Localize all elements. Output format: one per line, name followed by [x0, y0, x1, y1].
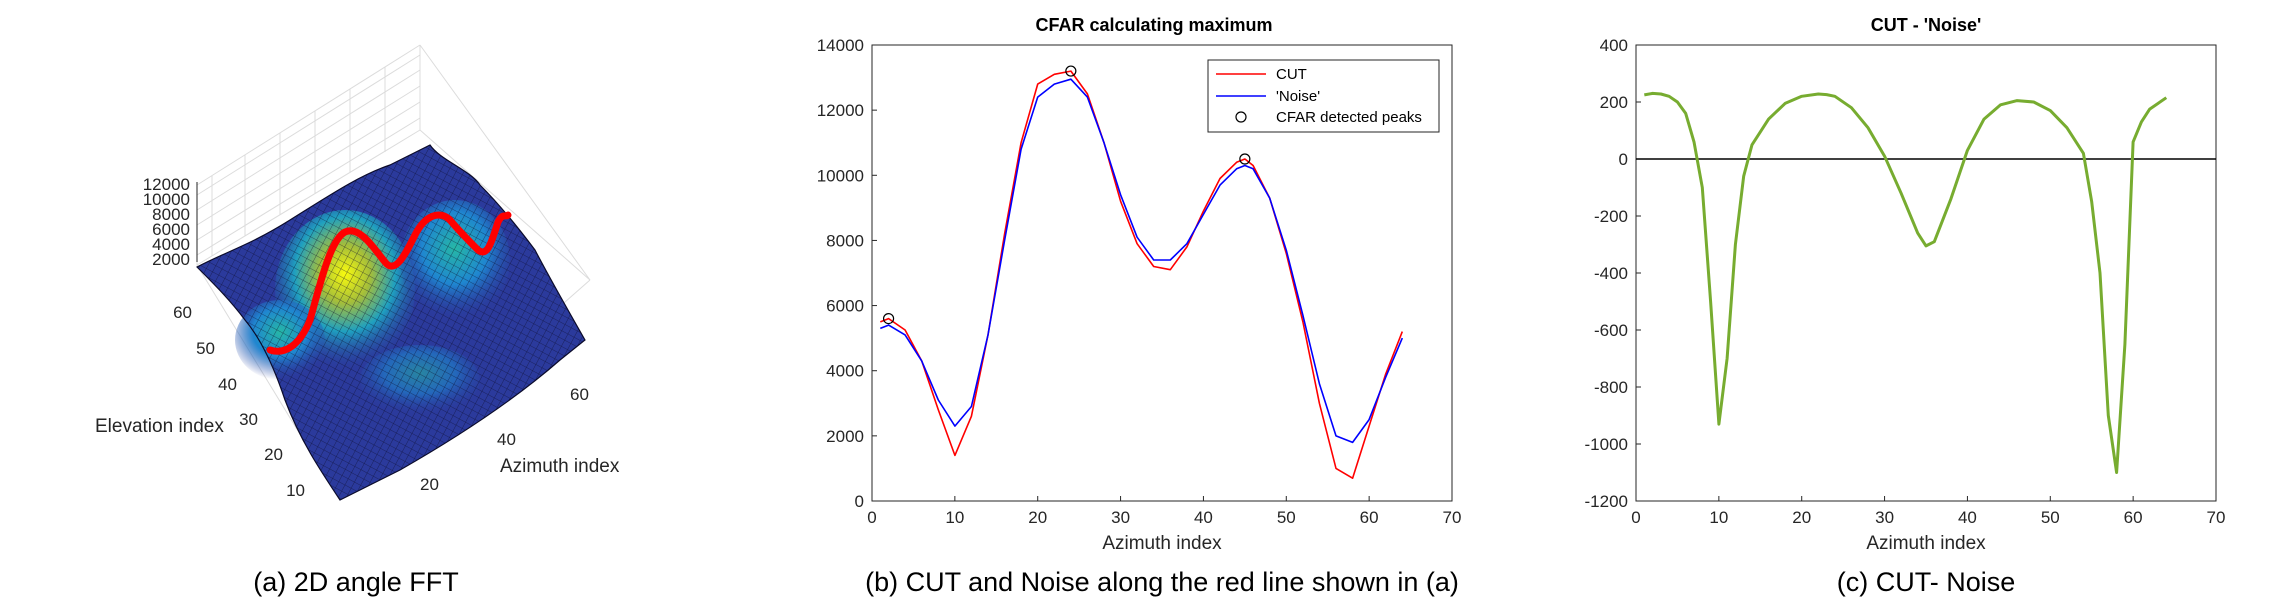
elev-tick-40: 40 — [218, 375, 237, 394]
elevation-axis: 60 50 40 30 20 10 Elevation index — [95, 303, 305, 500]
chart-c-xtick-label: 40 — [1958, 508, 1977, 527]
legend-noise-label: 'Noise' — [1276, 88, 1320, 105]
chart-b-axes: 0 10 20 30 40 50 60 70 0 2000 4000 6000 8000 10000 120… — [817, 36, 1462, 527]
chart-b-ytick-label: 2000 — [826, 427, 864, 446]
chart-c-xtick-label: 60 — [2124, 508, 2143, 527]
legend-cut-label: CUT — [1276, 66, 1307, 83]
chart-c-xtick-label: 30 — [1875, 508, 1894, 527]
chart-c-ytick-label: 200 — [1600, 93, 1628, 112]
surface-red-line — [266, 211, 512, 355]
chart-c-ytick-label: -1000 — [1585, 435, 1628, 454]
z-tick-2000: 2000 — [152, 250, 190, 269]
chart-c-ytick-label: 0 — [1619, 150, 1628, 169]
chart-b-xtick-label: 60 — [1360, 508, 1379, 527]
chart-b-xtick-label: 0 — [867, 508, 876, 527]
chart-b-peaks — [882, 65, 1251, 325]
chart-c-axes: 0 10 20 30 40 50 60 70 -1200 -1000 -800 -600 -400 -20… — [1585, 36, 2226, 527]
chart-b-xtick-label: 20 — [1028, 508, 1047, 527]
peak-marker — [1065, 65, 1077, 77]
legend-peak-marker — [1235, 111, 1247, 123]
chart-c-xlabel: Azimuth index — [1866, 533, 1986, 554]
azimuth-axis-3d: 20 40 60 Azimuth index — [420, 385, 620, 494]
caption-b: (b) CUT and Noise along the red line sho… — [865, 567, 1459, 597]
z-tick-10000: 10000 — [143, 190, 190, 209]
chart-b-ytick-label: 6000 — [826, 297, 864, 316]
chart-b-series — [880, 70, 1404, 480]
series-difference-line — [1644, 91, 2168, 474]
chart-c-title: CUT - 'Noise' — [1871, 15, 1982, 35]
chart-b-ytick-label: 0 — [855, 492, 864, 511]
chart-c-ytick-label: 400 — [1600, 36, 1628, 55]
chart-c-ytick-label: -800 — [1594, 378, 1628, 397]
chart-b-legend: CUT 'Noise' CFAR detected peaks — [1207, 59, 1440, 133]
peak-marker — [882, 313, 895, 325]
chart-c-series — [1636, 91, 2216, 474]
chart-b-xtick-label: 30 — [1111, 508, 1130, 527]
chart-b-ytick-label: 4000 — [826, 362, 864, 381]
chart-c-xtick-label: 50 — [2041, 508, 2060, 527]
chart-b-ytick-label: 10000 — [817, 166, 864, 185]
chart-b-xtick-label: 10 — [945, 508, 964, 527]
chart-c-ytick-label: -200 — [1594, 207, 1628, 226]
chart-c-xtick-label: 10 — [1709, 508, 1728, 527]
series-cut-line — [880, 70, 1404, 480]
z-tick-6000: 6000 — [152, 220, 190, 239]
elevation-axis-label: Elevation index — [95, 416, 224, 437]
chart-c-xtick-label: 70 — [2207, 508, 2226, 527]
elev-tick-60: 60 — [173, 303, 192, 322]
caption-a: (a) 2D angle FFT — [253, 567, 459, 597]
elev-tick-50: 50 — [196, 339, 215, 358]
chart-b-xtick-label: 50 — [1277, 508, 1296, 527]
surface-mesh-lines — [197, 145, 585, 500]
chart-c-ytick-label: -400 — [1594, 264, 1628, 283]
chart-b-ytick-label: 14000 — [817, 36, 864, 55]
chart-c-xtick-label: 0 — [1631, 508, 1640, 527]
elev-tick-10: 10 — [286, 481, 305, 500]
chart-c-ytick-label: -600 — [1594, 321, 1628, 340]
surface-mesh — [195, 144, 586, 501]
z-tick-12000: 12000 — [143, 175, 190, 194]
series-noise-line — [880, 78, 1404, 444]
caption-c: (c) CUT- Noise — [1837, 567, 2016, 597]
chart-c-ytick-label: -1200 — [1585, 492, 1628, 511]
elev-tick-20: 20 — [264, 445, 283, 464]
chart-b-ytick-label: 8000 — [826, 231, 864, 250]
panel-b-line-chart: CFAR calculating maximum 0 10 20 30 40 50 60 70… — [817, 15, 1462, 554]
chart-b-title: CFAR calculating maximum — [1035, 15, 1272, 35]
panel-c-line-chart: CUT - 'Noise' 0 10 20 30 40 50 60 70 -1200 -1000 -… — [1585, 15, 2226, 554]
legend-peak-label: CFAR detected peaks — [1276, 109, 1422, 126]
z-tick-8000: 8000 — [152, 205, 190, 224]
chart-c-xtick-label: 20 — [1792, 508, 1811, 527]
z-axis: 12000 10000 8000 6000 4000 2000 — [143, 175, 198, 269]
elev-tick-30: 30 — [239, 410, 258, 429]
peak-marker — [1239, 153, 1251, 165]
panel-a-surface-plot: 12000 10000 8000 6000 4000 2000 60 50 40… — [95, 44, 620, 501]
azimuth-axis-label-3d: Azimuth index — [500, 456, 620, 477]
azim-tick-20: 20 — [420, 475, 439, 494]
chart-b-ytick-label: 12000 — [817, 101, 864, 120]
chart-b-xlabel: Azimuth index — [1102, 533, 1222, 554]
chart-b-xtick-label: 40 — [1194, 508, 1213, 527]
chart-b-xtick-label: 70 — [1443, 508, 1462, 527]
azim-tick-60: 60 — [570, 385, 589, 404]
z-tick-4000: 4000 — [152, 235, 190, 254]
azim-tick-40: 40 — [497, 430, 516, 449]
